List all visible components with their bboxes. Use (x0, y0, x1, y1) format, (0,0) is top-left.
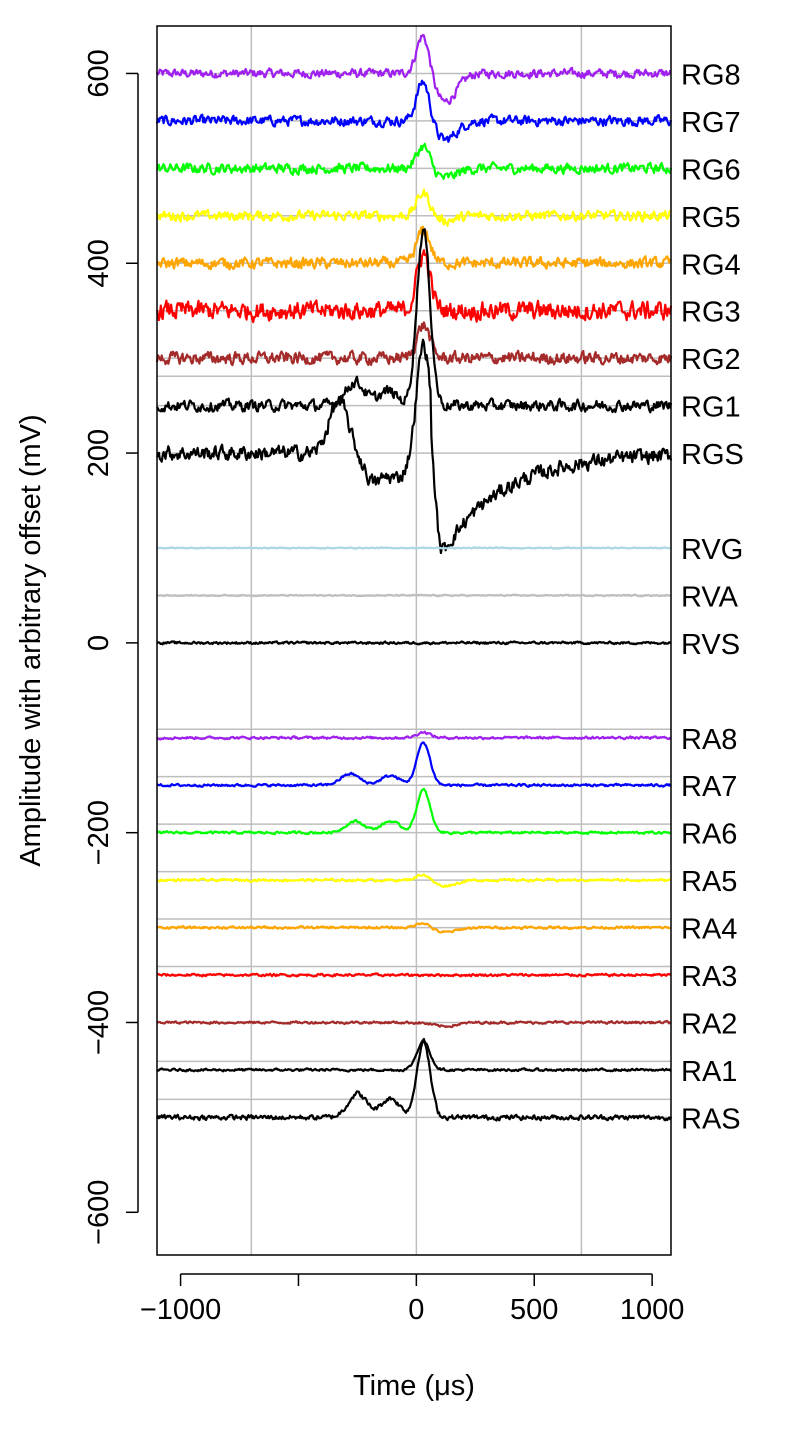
series-line-rg6 (155, 142, 673, 180)
x-tick-label: 500 (510, 1294, 558, 1326)
series-line-rg8 (155, 33, 672, 105)
trace-label: RVA (681, 581, 739, 613)
series-line-rg5 (155, 188, 672, 227)
trace-label: RG4 (681, 249, 741, 281)
trace-label: RG8 (681, 59, 741, 91)
trace-label: RA4 (681, 914, 737, 946)
series-line-ra7 (156, 741, 672, 788)
y-tick-label: 400 (83, 239, 115, 287)
y-tick-label: 0 (83, 635, 115, 651)
series-line-ra8 (156, 730, 672, 741)
y-tick-label: 600 (83, 49, 115, 97)
series-line-ra3 (156, 972, 672, 978)
series-line-rg7 (155, 79, 673, 143)
y-axis: −600 −400 −200 0 200 400 600 (83, 49, 139, 1245)
trace-label: RAS (681, 1103, 741, 1135)
trace-label: RG6 (681, 154, 741, 186)
trace-label: RA6 (681, 819, 737, 851)
y-tick-label: 200 (83, 429, 115, 477)
x-tick-label: −1000 (140, 1294, 221, 1326)
trace-labels: RG8 RG7 RG6 RG5 RG4 RG3 RG2 RG1 RGS RVG RVA RVS RA8 R… (681, 59, 744, 1135)
y-axis-label: Amplitude with arbitrary offset (mV) (15, 414, 47, 866)
series-line-rvg (156, 546, 672, 550)
traces (155, 33, 673, 1122)
series-line-ra1 (156, 1040, 672, 1073)
series-line-rg3 (155, 249, 673, 324)
y-tick-label: −400 (83, 990, 115, 1055)
series-line-rg4 (156, 225, 672, 271)
series-line-ra2 (156, 1019, 672, 1029)
series-line-ra6 (156, 787, 672, 836)
trace-label: RGS (681, 439, 744, 471)
trace-label: RA8 (681, 724, 737, 756)
trace-label: RG1 (681, 392, 741, 424)
series-line-ras (155, 1037, 673, 1122)
trace-label: RVS (681, 629, 740, 661)
series-line-rgs (156, 338, 673, 555)
trace-label: RA7 (681, 771, 737, 803)
y-tick-label: −200 (83, 800, 115, 865)
trace-label: RG2 (681, 344, 741, 376)
trace-label: RA1 (681, 1056, 737, 1088)
x-tick-label: 1000 (620, 1294, 685, 1326)
series-line-rvs (156, 640, 672, 646)
series-line-ra4 (156, 922, 672, 934)
x-tick-label: 0 (408, 1294, 424, 1326)
series-line-rva (156, 593, 672, 598)
trace-label: RG5 (681, 202, 741, 234)
x-axis: −1000 0 500 1000 (140, 1273, 685, 1326)
trace-label: RG3 (681, 297, 741, 329)
trace-label: RG7 (681, 107, 741, 139)
trace-label: RA2 (681, 1008, 737, 1040)
trace-label: RA3 (681, 961, 737, 993)
series-line-rg1 (156, 228, 673, 414)
trace-label: RVG (681, 534, 743, 566)
trace-label: RA5 (681, 866, 737, 898)
plot-frame (156, 25, 672, 1256)
x-axis-label: Time (μs) (353, 1370, 475, 1402)
y-tick-label: −600 (83, 1180, 115, 1245)
series-line-ra5 (156, 873, 672, 889)
